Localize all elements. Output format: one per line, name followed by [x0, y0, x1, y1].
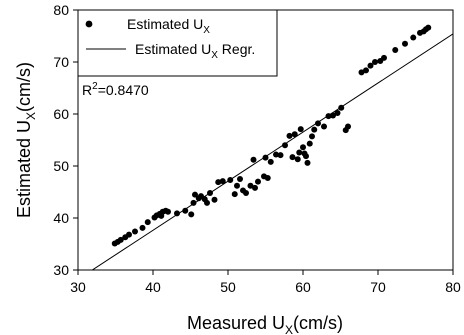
data-point	[234, 182, 240, 189]
r-squared-annotation: R2=0.8470	[82, 81, 149, 98]
y-tick-label: 30	[53, 262, 69, 278]
data-point	[273, 151, 279, 158]
data-point	[267, 158, 274, 165]
data-point	[262, 154, 269, 161]
data-point	[247, 182, 254, 189]
data-point	[410, 34, 417, 41]
x-tick-label: 60	[295, 279, 311, 295]
data-point	[117, 236, 124, 243]
data-point	[296, 149, 303, 156]
x-tick-label: 80	[445, 279, 461, 295]
data-point	[306, 140, 313, 147]
data-point	[264, 174, 271, 181]
data-point	[291, 131, 298, 138]
data-point	[252, 184, 258, 191]
legend-label-points: Estimated UX	[127, 16, 210, 36]
legend-label-line: Estimated UX Regr.	[135, 41, 255, 61]
data-point	[211, 196, 218, 203]
data-point	[192, 191, 198, 198]
data-point	[227, 177, 234, 184]
data-point	[207, 190, 213, 197]
data-point	[132, 228, 138, 235]
data-point	[345, 123, 351, 130]
data-point	[237, 176, 243, 182]
data-point	[165, 208, 171, 215]
data-point	[338, 104, 345, 111]
y-tick-label: 60	[53, 106, 69, 122]
y-tick-label: 70	[53, 54, 69, 70]
data-point	[231, 191, 238, 198]
data-point	[250, 156, 257, 163]
data-point	[330, 112, 336, 119]
data-point	[255, 178, 261, 185]
data-point	[243, 190, 249, 197]
data-point	[309, 133, 315, 140]
data-point	[204, 199, 210, 206]
y-tick-label: 50	[53, 158, 69, 174]
y-tick-label: 80	[53, 2, 69, 18]
data-point	[139, 224, 146, 231]
data-point	[363, 67, 369, 74]
y-tick-label: 40	[53, 210, 69, 226]
data-point	[219, 178, 226, 185]
data-point	[304, 159, 311, 166]
x-tick-label: 40	[145, 279, 161, 295]
data-point	[188, 211, 195, 218]
data-point	[277, 152, 284, 159]
data-point	[358, 69, 365, 76]
data-point	[286, 132, 293, 139]
data-point	[126, 231, 132, 238]
data-point	[402, 40, 408, 47]
data-point	[144, 219, 151, 226]
data-point	[425, 24, 432, 31]
data-point	[372, 59, 378, 65]
data-point	[215, 179, 222, 186]
data-point	[294, 156, 301, 163]
data-point	[321, 123, 327, 130]
legend-box	[77, 9, 278, 77]
data-point	[325, 113, 332, 120]
data-point	[303, 153, 309, 160]
data-point	[282, 142, 288, 149]
data-point	[334, 109, 341, 116]
data-point	[190, 199, 197, 206]
data-point	[311, 126, 318, 133]
data-point	[381, 54, 387, 61]
data-point	[297, 126, 304, 133]
data-point	[300, 144, 306, 151]
x-tick-label: 30	[70, 279, 86, 295]
y-axis-label: Estimated UX(cm/s)	[14, 62, 38, 218]
data-point	[289, 154, 296, 161]
legend-marker-points	[85, 20, 93, 28]
data-point	[182, 207, 189, 214]
x-axis-label: Measured UX(cm/s)	[187, 313, 343, 335]
x-tick-label: 70	[370, 279, 386, 295]
data-point	[392, 47, 399, 54]
x-tick-label: 50	[220, 279, 236, 295]
data-point	[367, 62, 374, 69]
legend: Estimated UX Estimated UX Regr.	[77, 9, 278, 77]
data-point	[174, 210, 180, 217]
data-point	[315, 120, 321, 127]
